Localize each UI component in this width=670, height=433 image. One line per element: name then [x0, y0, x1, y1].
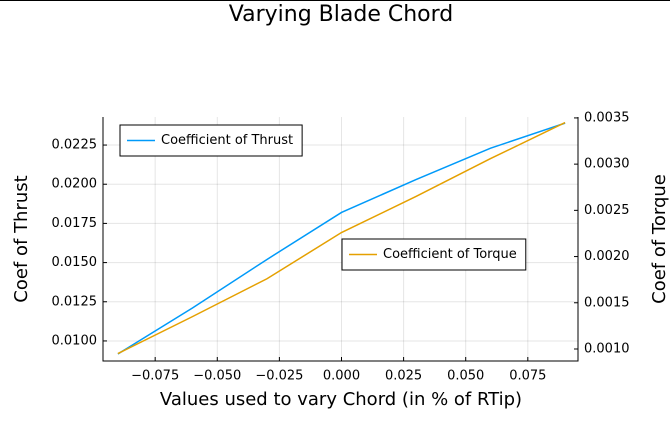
y2-tick-label: 0.0025	[584, 203, 630, 218]
x-tick-label: 0.000	[323, 369, 360, 384]
y-tick-label: 0.0150	[52, 255, 98, 270]
x-tick-label: −0.025	[255, 369, 303, 384]
line-series	[117, 121, 566, 355]
y2-tick-label: 0.0030	[584, 157, 630, 172]
x-tick-label: 0.075	[509, 369, 546, 384]
legend-label: Coefficient of Thrust	[161, 133, 293, 148]
y-tick-label: 0.0200	[52, 177, 98, 192]
y2-tick-label: 0.0010	[584, 341, 630, 356]
axes-frame	[102, 117, 579, 362]
y2-tick-label: 0.0020	[584, 249, 630, 264]
x-axis-label: Values used to vary Chord (in % of RTip)	[160, 389, 522, 410]
y-tick-label: 0.0100	[52, 333, 98, 348]
y2-tick-label: 0.0035	[584, 110, 630, 125]
legend-label: Coefficient of Torque	[383, 247, 517, 262]
y-axis-label: Coef of Thrust	[11, 175, 32, 302]
x-tick-label: −0.050	[193, 369, 241, 384]
y-tick-label: 0.0125	[52, 294, 98, 309]
chart-title: Varying Blade Chord	[229, 2, 453, 27]
y-tick-label: 0.0225	[52, 138, 98, 153]
x-tick-label: −0.075	[131, 369, 179, 384]
line-series	[117, 122, 566, 355]
y-tick-label: 0.0175	[52, 216, 98, 231]
y2-tick-label: 0.0015	[584, 295, 630, 310]
x-tick-label: 0.050	[447, 369, 484, 384]
y2-axis-label: Coef of Torque	[649, 174, 670, 304]
x-tick-label: 0.025	[385, 369, 422, 384]
